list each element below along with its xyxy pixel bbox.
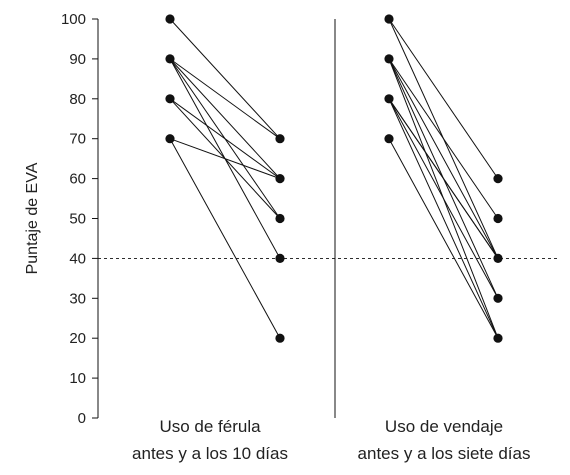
y-tick-label-10: 10 — [69, 370, 86, 387]
group-1-before-point-90 — [165, 54, 175, 64]
group-1 — [165, 14, 285, 343]
group-2-after-point-50 — [493, 213, 503, 224]
y-tick-label-0: 0 — [78, 410, 86, 427]
group-2-label-line2: antes y a los siete días — [358, 444, 531, 463]
group-2-after-point-30 — [493, 293, 503, 303]
label-group: Uso de férula antes y a los 10 días Uso de… — [132, 417, 530, 463]
group-2-subject-line-11 — [388, 138, 499, 339]
group-1-subject-line-6 — [169, 98, 281, 180]
series-group — [165, 14, 503, 343]
group-1-subject-line-2 — [169, 58, 281, 140]
group-2-subject-line-8 — [388, 98, 499, 299]
y-tick-label-40: 40 — [69, 250, 86, 267]
y-tick-label-70: 70 — [69, 131, 86, 148]
group-1-before-point-100 — [165, 14, 175, 24]
group-2-subject-line-9 — [388, 98, 499, 339]
group-2-before-point-80 — [384, 94, 394, 104]
group-2-before-point-70 — [384, 134, 394, 144]
y-tick-label-50: 50 — [69, 211, 86, 228]
y-tick-label-100: 100 — [61, 11, 86, 28]
y-tick-label-60: 60 — [69, 171, 86, 188]
group-2-subject-line-4 — [388, 58, 499, 259]
group-1-subject-line-3 — [169, 58, 281, 179]
group-1-after-point-60 — [275, 174, 285, 184]
group-1-before-point-80 — [165, 94, 175, 104]
group-2 — [384, 14, 503, 343]
group-2-after-point-20 — [493, 333, 503, 343]
y-tick-label-30: 30 — [69, 290, 86, 307]
group-2-subject-line-1 — [388, 18, 499, 179]
group-1-label-line2: antes y a los 10 días — [132, 444, 288, 463]
group-1-subject-line-1 — [169, 18, 281, 140]
group-1-after-point-40 — [275, 253, 285, 263]
group-1-after-point-50 — [275, 213, 285, 224]
group-2-label-line1: Uso de vendaje — [385, 417, 503, 436]
y-tick-label-90: 90 — [69, 51, 86, 68]
group-2-before-point-100 — [384, 14, 394, 24]
group-2-subject-line-3 — [388, 58, 499, 219]
group-2-subject-line-10 — [388, 98, 499, 259]
group-2-after-point-60 — [493, 174, 503, 184]
group-1-before-point-70 — [165, 134, 175, 144]
group-1-after-point-70 — [275, 134, 285, 144]
axes: 0 10 20 30 40 50 60 70 80 90 100 Puntaje de EVA — [24, 11, 336, 427]
group-1-after-point-20 — [275, 333, 285, 343]
y-axis-title: Puntaje de EVA — [24, 162, 41, 274]
group-2-after-point-40 — [493, 253, 503, 263]
y-tick-label-20: 20 — [69, 330, 86, 347]
group-1-subject-line-8 — [169, 138, 281, 180]
group-1-subject-line-9 — [169, 138, 281, 339]
y-tick-label-80: 80 — [69, 91, 86, 108]
group-1-label-line1: Uso de férula — [159, 417, 261, 436]
group-2-before-point-90 — [384, 54, 394, 64]
